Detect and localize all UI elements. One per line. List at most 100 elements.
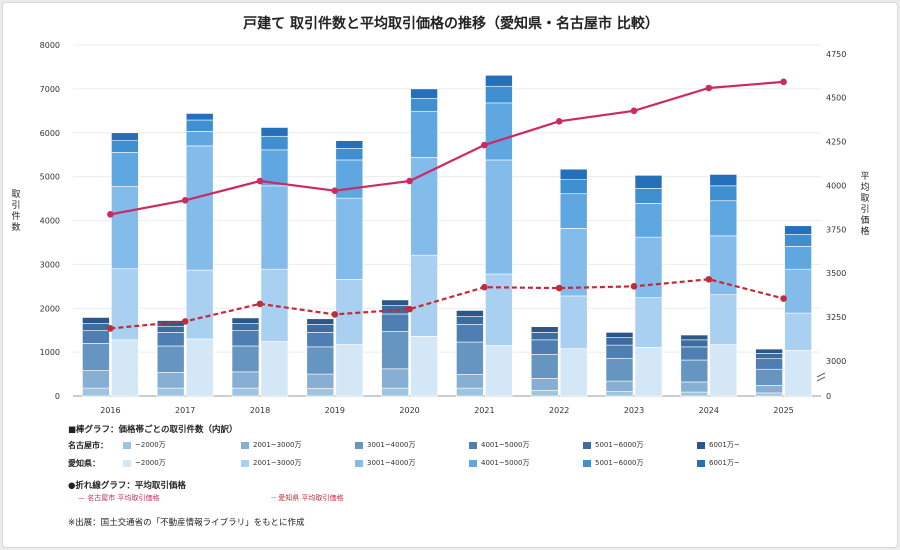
legend-swatch xyxy=(697,441,705,449)
aichi-bar-segment xyxy=(709,344,738,397)
aichi-bar-segment xyxy=(709,185,738,202)
y-left-tick-label: 4000 xyxy=(40,217,60,226)
aichi-bar-segment xyxy=(260,149,289,187)
legend-item-label: 4001~5000万 xyxy=(481,441,530,449)
nagoya-bar-segment xyxy=(456,387,484,397)
legend-swatch xyxy=(697,459,705,467)
aichi-bar-segment xyxy=(634,297,663,348)
x-tick-label: 2020 xyxy=(399,406,419,413)
legend-item-label: 5001~6000万 xyxy=(595,441,644,449)
nagoya-bar-segment xyxy=(530,332,559,341)
aichi-bar-segment xyxy=(185,338,214,397)
aichi-bar-segment xyxy=(709,294,738,345)
legend-item-label: 4001~5000万 xyxy=(481,459,530,467)
nagoya-bar-segment xyxy=(680,391,709,397)
nagoya-bar-segment xyxy=(306,346,335,375)
nagoya-price-point xyxy=(107,211,114,218)
aichi-bar-segment xyxy=(709,235,738,295)
y-left-tick-label: 5000 xyxy=(40,173,60,182)
y-right-tick-label: 4750 xyxy=(826,50,846,59)
aichi-price-point xyxy=(555,284,563,292)
aichi-bar-segment xyxy=(784,350,812,397)
nagoya-bar-segment xyxy=(306,388,335,397)
aichi-bar-segment xyxy=(185,131,214,147)
nagoya-price-point xyxy=(481,141,488,149)
legend-item-label: ~2000万 xyxy=(135,441,166,449)
aichi-bar-segment xyxy=(185,119,214,132)
nagoya-bar-segment xyxy=(82,343,110,371)
aichi-legend-item: 2001~3000万 xyxy=(241,458,302,468)
aichi-bar-segment xyxy=(111,185,139,270)
aichi-bar-segment xyxy=(335,343,364,397)
aichi-bar-segment xyxy=(709,174,738,187)
nagoya-bar-segment xyxy=(306,318,335,325)
x-tick-label: 2025 xyxy=(773,406,793,413)
chart-title: 戸建て 取引件数と平均取引価格の推移（愛知県・名古屋市 比較） xyxy=(243,15,659,32)
nagoya-bar-segment xyxy=(82,323,110,331)
nagoya-bar-segment xyxy=(82,370,110,389)
aichi-price-point xyxy=(406,305,413,313)
aichi-legend-item: 6001万~ xyxy=(697,458,740,468)
aichi-bar-segment xyxy=(111,140,139,153)
legend-item-label: 2001~3000万 xyxy=(253,441,302,449)
x-tick-label: 2017 xyxy=(175,406,195,413)
legend-item-label: ~2000万 xyxy=(135,459,166,467)
x-tick-label: 2022 xyxy=(549,406,569,413)
nagoya-bar-segment xyxy=(82,387,110,397)
aichi-bar-segment xyxy=(335,140,364,149)
line-legend-title: ●折れ線グラフ：平均取引価格 xyxy=(68,481,186,491)
nagoya-bar-segment xyxy=(381,331,409,370)
nagoya-price-point xyxy=(630,107,638,115)
source-note: ※出展：国土交通省の「不動産情報ライブラリ」をもとに作成 xyxy=(68,518,305,528)
legend-item-label: 3001~4000万 xyxy=(367,459,416,467)
y-right-tick-label: 4250 xyxy=(826,138,846,147)
nagoya-price-point xyxy=(555,118,563,125)
aichi-price-point xyxy=(630,283,638,290)
nagoya-legend-item: 5001~6000万 xyxy=(583,440,644,450)
legend-item-label: 2001~3000万 xyxy=(253,459,302,467)
nagoya-bar-segment xyxy=(680,359,709,383)
legend-swatch xyxy=(469,459,477,467)
nagoya-legend-item: 4001~5000万 xyxy=(469,440,530,450)
legend-item-label: 6001万~ xyxy=(709,441,740,449)
nagoya-legend-label: 名古屋市： xyxy=(68,441,108,450)
nagoya-bar-segment xyxy=(231,323,260,331)
aichi-bar-segment xyxy=(410,157,438,256)
aichi-bar-segment xyxy=(260,185,289,270)
aichi-bar-segment xyxy=(260,135,289,151)
aichi-legend-item: 5001~6000万 xyxy=(583,458,644,468)
axis-break-mark xyxy=(816,372,826,382)
aichi-price-line xyxy=(110,278,784,330)
chart-svg: 戸建て 取引件数と平均取引価格の推移（愛知県・名古屋市 比較） 0 1000 2000… xyxy=(11,15,869,413)
nagoya-price-point xyxy=(780,78,787,86)
aichi-bar-segment xyxy=(485,85,513,104)
nagoya-bar-segment xyxy=(456,324,484,343)
aichi-bar-segment xyxy=(485,159,513,275)
aichi-bar-segment xyxy=(410,254,438,337)
legend-swatch xyxy=(355,441,363,449)
aichi-bar-segment xyxy=(111,152,139,187)
aichi-price-point xyxy=(331,311,339,318)
legend-swatch xyxy=(355,459,363,467)
aichi-legend-label: 愛知県： xyxy=(68,459,100,468)
legend-swatch xyxy=(583,459,591,467)
aichi-bar-segment xyxy=(185,145,214,271)
legend-item-label: 3001~4000万 xyxy=(367,441,416,449)
y-right-tick-label: 3000 xyxy=(826,357,846,366)
aichi-bar-segment xyxy=(559,179,588,195)
aichi-bar-segment xyxy=(485,273,513,346)
aichi-bar-segment xyxy=(559,348,588,397)
nagoya-bar-segment xyxy=(605,332,634,338)
nagoya-bar-segment xyxy=(680,346,709,361)
aichi-bar-segment xyxy=(335,148,364,161)
nagoya-bar-segment xyxy=(82,317,110,324)
nagoya-bar-segment xyxy=(755,348,783,354)
nagoya-bar-segment xyxy=(381,313,409,332)
y-left-tick-label: 2000 xyxy=(40,304,60,313)
legend-item-label: 5001~6000万 xyxy=(595,459,644,467)
y-right-axis-label: 平均取引価格 xyxy=(860,171,869,237)
aichi-price-point xyxy=(780,295,787,302)
y-left-tick-label: 6000 xyxy=(40,129,60,138)
aichi-bar-segment xyxy=(634,236,663,299)
